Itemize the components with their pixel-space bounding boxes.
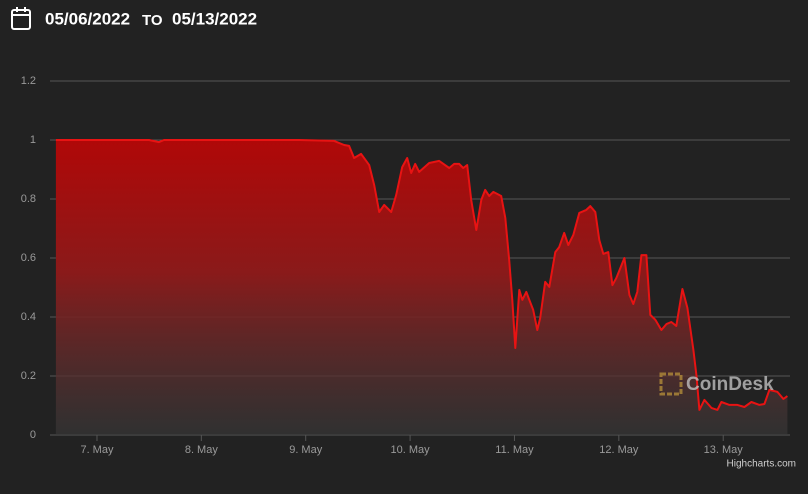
plot	[55, 139, 788, 435]
y-tick-label: 0.8	[21, 193, 36, 205]
y-tick-label: 1	[30, 134, 36, 146]
watermark-text: CoinDesk	[686, 374, 774, 395]
x-tick-label: 9. May	[289, 444, 323, 456]
watermark: CoinDesk	[659, 372, 774, 396]
calendar-icon[interactable]	[11, 7, 31, 30]
x-tick-label: 11. May	[495, 444, 534, 456]
y-tick-label: 0.6	[21, 252, 36, 264]
x-tick-label: 8. May	[185, 444, 219, 456]
y-tick-label: 0	[30, 429, 36, 441]
credits[interactable]: Highcharts.com	[727, 459, 796, 470]
x-tick-label: 10. May	[391, 444, 431, 456]
start-date[interactable]: 05/06/2022	[45, 9, 130, 28]
x-tick-label: 13. May	[704, 444, 744, 456]
y-tick-label: 0.2	[21, 370, 36, 382]
end-date[interactable]: 05/13/2022	[172, 9, 257, 28]
x-tick-label: 7. May	[80, 444, 114, 456]
area-fill	[55, 140, 788, 435]
date-separator: TO	[142, 12, 163, 29]
y-tick-label: 1.2	[21, 75, 36, 87]
grid: 0 0.2 0.4 0.6 0.8 1 1.2 7. May 8. May 9. May 10. M…	[21, 75, 790, 456]
area-line	[55, 139, 788, 411]
y-tick-label: 0.4	[21, 311, 36, 323]
x-tick-label: 12. May	[599, 444, 639, 456]
